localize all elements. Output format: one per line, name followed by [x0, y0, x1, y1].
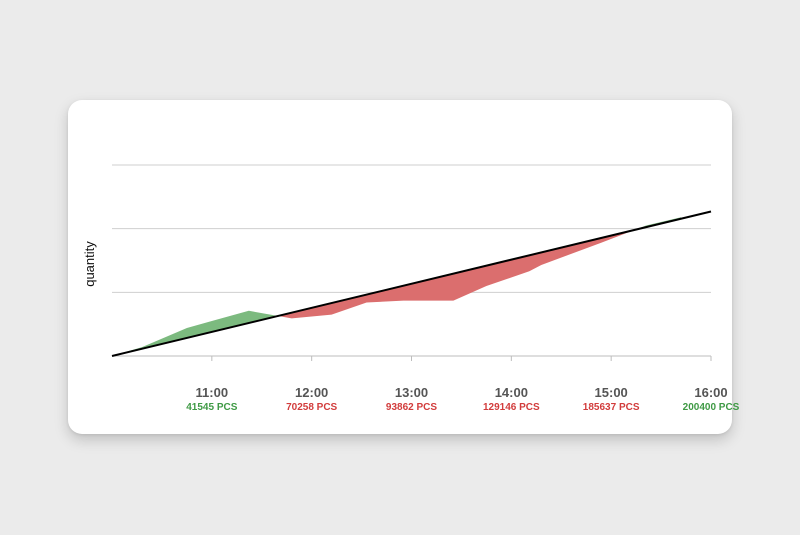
- x-tick-quantity-label: 41545 PCS: [186, 402, 237, 413]
- chart-card: [68, 100, 732, 434]
- x-tick-quantity-label: 185637 PCS: [583, 402, 640, 413]
- target-line: [111, 210, 712, 357]
- x-tick-label: 12:00: [295, 385, 328, 400]
- x-tick-quantity-label: 70258 PCS: [286, 402, 337, 413]
- x-tick-quantity-label: 200400 PCS: [683, 402, 740, 413]
- y-axis-label: quantity: [82, 241, 97, 287]
- x-tick-quantity-label: 93862 PCS: [386, 402, 437, 413]
- x-tick-quantity-label: 129146 PCS: [483, 402, 540, 413]
- x-tick-label: 16:00: [694, 385, 727, 400]
- x-tick-label: 15:00: [595, 385, 628, 400]
- x-tick-label: 14:00: [495, 385, 528, 400]
- x-tick-label: 11:00: [196, 385, 229, 400]
- x-tick-label: 13:00: [395, 385, 428, 400]
